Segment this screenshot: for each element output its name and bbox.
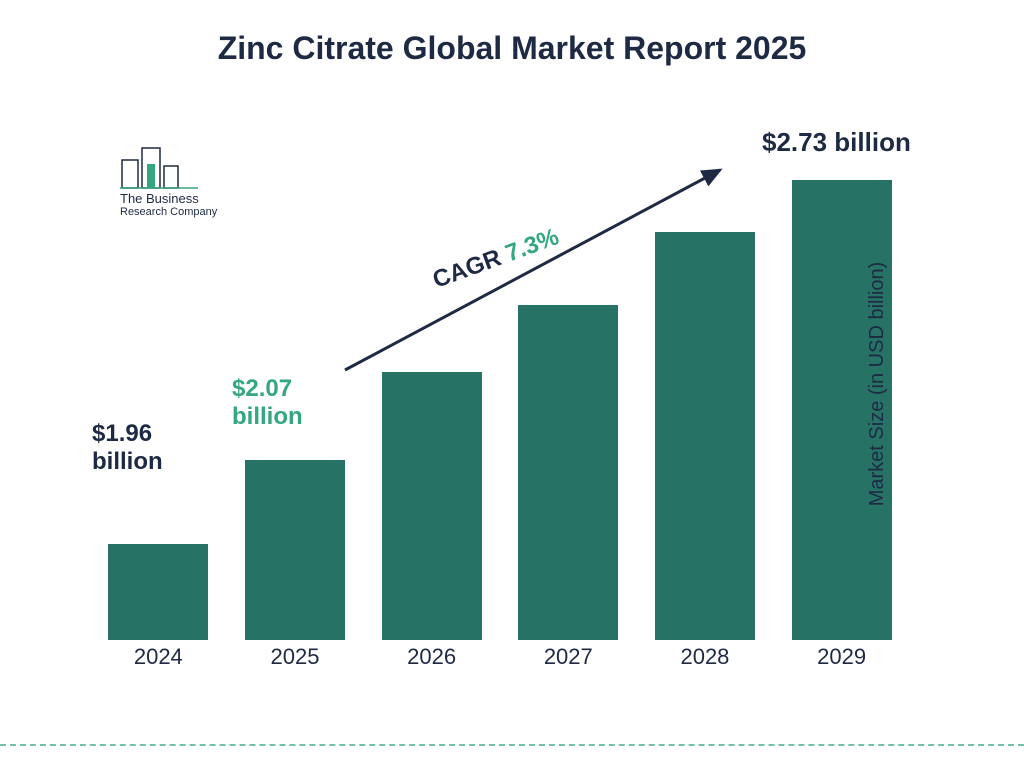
bars-container <box>90 120 910 640</box>
x-label-2028: 2028 <box>645 644 765 680</box>
bar-slot-2026 <box>372 372 492 640</box>
x-label-2029: 2029 <box>782 644 902 680</box>
annotation-2024: $1.96 billion <box>92 420 163 475</box>
annotation-2025-unit: billion <box>232 403 303 431</box>
bar-2027 <box>518 305 618 640</box>
bar-slot-2025 <box>235 460 355 640</box>
annotation-2024-unit: billion <box>92 448 163 476</box>
x-label-2024: 2024 <box>98 644 218 680</box>
bar-2025 <box>245 460 345 640</box>
bar-slot-2027 <box>508 305 628 640</box>
x-axis-labels: 2024 2025 2026 2027 2028 2029 <box>90 644 910 680</box>
bottom-divider <box>0 744 1024 746</box>
y-axis-label: Market Size (in USD billion) <box>866 262 889 507</box>
x-label-2025: 2025 <box>235 644 355 680</box>
annotation-2025: $2.07 billion <box>232 375 303 430</box>
chart-title: Zinc Citrate Global Market Report 2025 <box>0 30 1024 67</box>
bar-2024 <box>108 544 208 640</box>
chart-area: 2024 2025 2026 2027 2028 2029 <box>90 120 910 680</box>
annotation-2025-value: $2.07 <box>232 375 303 403</box>
x-label-2026: 2026 <box>372 644 492 680</box>
annotation-2029: $2.73 billion <box>762 128 911 158</box>
bar-slot-2024 <box>98 544 218 640</box>
bar-2026 <box>382 372 482 640</box>
x-label-2027: 2027 <box>508 644 628 680</box>
annotation-2024-value: $1.96 <box>92 420 163 448</box>
bar-slot-2028 <box>645 232 765 640</box>
bar-2028 <box>655 232 755 640</box>
